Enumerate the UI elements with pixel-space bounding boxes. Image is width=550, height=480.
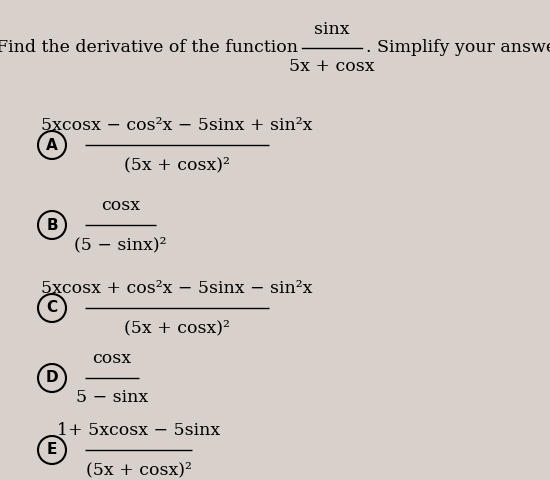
Text: E: E [47,443,57,457]
Text: cosx: cosx [92,350,131,367]
Text: 5xcosx − cos²x − 5sinx + sin²x: 5xcosx − cos²x − 5sinx + sin²x [41,117,313,134]
Text: A: A [46,137,58,153]
Text: B: B [46,217,58,232]
Text: 5xcosx + cos²x − 5sinx − sin²x: 5xcosx + cos²x − 5sinx − sin²x [41,280,313,297]
Text: (5x + cosx)²: (5x + cosx)² [124,319,230,336]
Text: . Simplify your answer.: . Simplify your answer. [366,39,550,57]
Text: Find the derivative of the function: Find the derivative of the function [0,39,298,57]
Text: 5 − sinx: 5 − sinx [76,389,148,406]
Text: (5x + cosx)²: (5x + cosx)² [86,461,191,478]
Text: D: D [46,371,58,385]
Text: sinx: sinx [314,21,350,38]
Text: cosx: cosx [101,197,140,214]
Text: 5x + cosx: 5x + cosx [289,58,375,75]
Text: (5 − sinx)²: (5 − sinx)² [74,236,167,253]
Text: C: C [46,300,58,315]
Text: (5x + cosx)²: (5x + cosx)² [124,156,230,173]
Text: 1+ 5xcosx − 5sinx: 1+ 5xcosx − 5sinx [57,422,220,439]
